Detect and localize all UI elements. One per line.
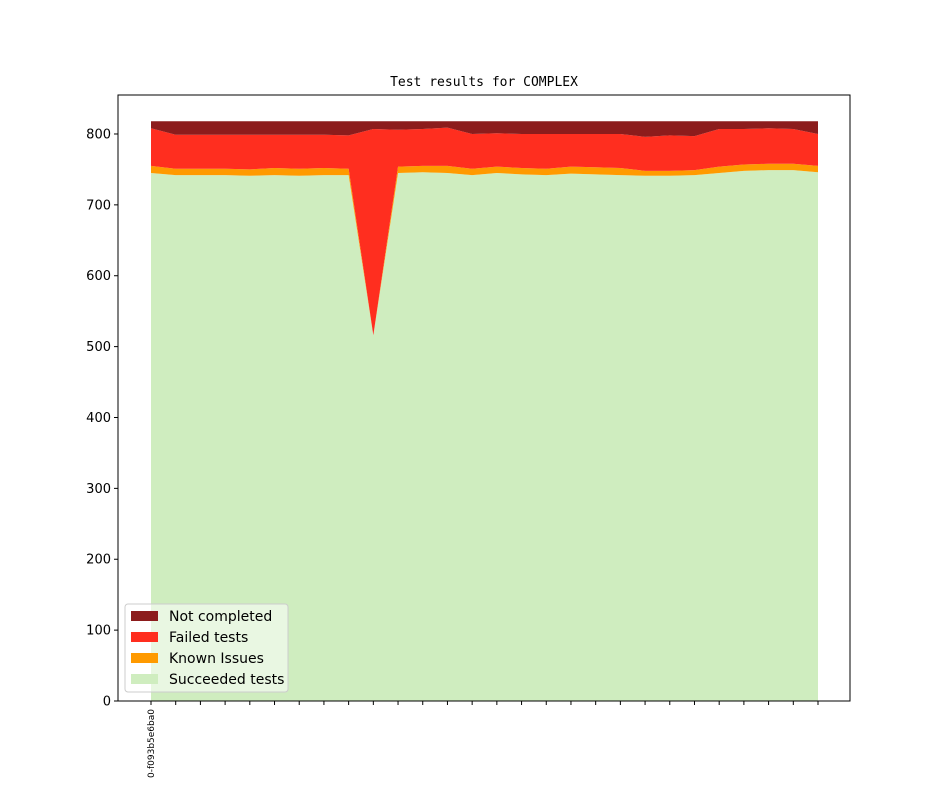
- legend-label-failed-tests: Failed tests: [169, 630, 248, 646]
- y-tick-label: 100: [86, 624, 111, 639]
- x-axis: 0-f093b5e6ba0: [147, 701, 819, 778]
- legend-label-not-completed: Not completed: [169, 609, 272, 625]
- y-tick-label: 600: [86, 269, 111, 284]
- area-succeeded-tests: [151, 170, 818, 701]
- chart-title: Test results for COMPLEX: [390, 75, 578, 90]
- legend-swatch-known-issues: [131, 653, 158, 663]
- y-tick-label: 700: [86, 198, 111, 213]
- y-tick-label: 400: [86, 411, 111, 426]
- area-not-completed: [151, 121, 818, 137]
- y-tick-label: 0: [103, 695, 111, 710]
- legend-label-succeeded-tests: Succeeded tests: [169, 672, 284, 688]
- y-tick-label: 300: [86, 482, 111, 497]
- legend: Not completed Failed tests Known Issues Suc…: [124, 603, 289, 693]
- legend-swatch-failed-tests: [131, 632, 158, 642]
- y-tick-label: 500: [86, 340, 111, 355]
- y-tick-label: 800: [86, 127, 111, 142]
- legend-label-known-issues: Known Issues: [169, 651, 264, 667]
- legend-swatch-succeeded-tests: [131, 674, 158, 684]
- legend-swatch-not-completed: [131, 611, 158, 621]
- legend-box: [124, 603, 289, 693]
- area-layers: [151, 121, 818, 701]
- y-tick-label: 200: [86, 553, 111, 568]
- x-tick-label: 0-f093b5e6ba0: [147, 709, 157, 778]
- plot-frame: [117, 94, 851, 702]
- area-failed-tests: [151, 127, 818, 336]
- y-axis: 0 100 200 300 400 500 600 700 800: [86, 127, 118, 710]
